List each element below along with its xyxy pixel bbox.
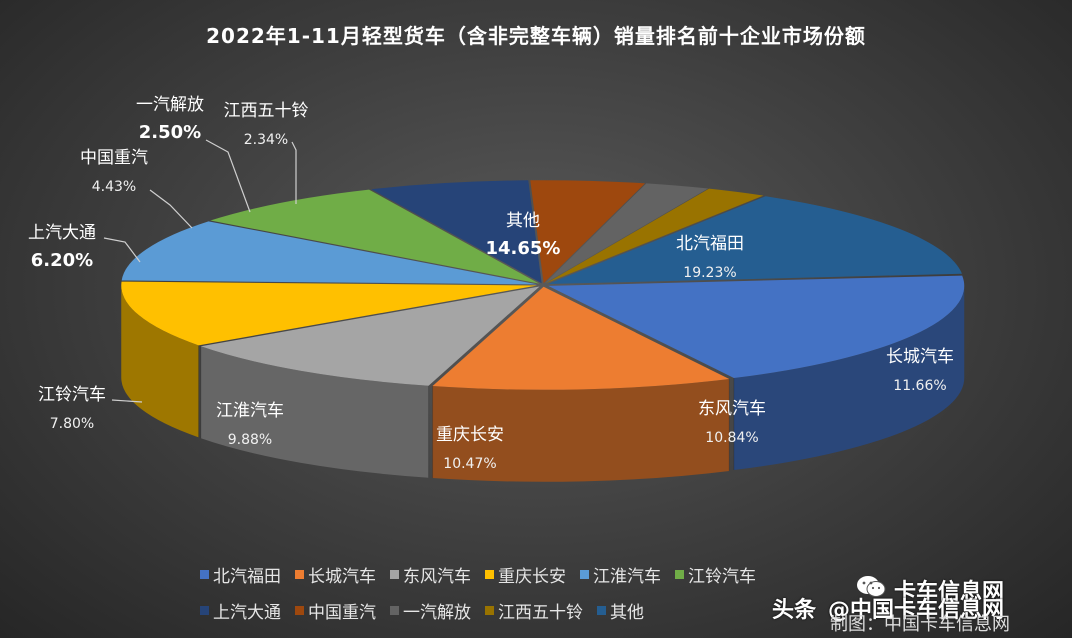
legend-swatch: [390, 605, 399, 615]
watermark-platform: 头条: [772, 598, 817, 623]
leader-line-上汽大通: [103, 237, 141, 263]
legend-item-江西五十铃: 江西五十铃: [485, 598, 583, 623]
legend-row-2: 上汽大通 中国重汽 一汽解放 江西五十铃 其他: [200, 592, 900, 628]
legend-swatch: [675, 569, 684, 579]
legend-row-1: 北汽福田 长城汽车 东风汽车 重庆长安 江淮汽车 江铃汽车: [200, 556, 900, 592]
pie-slice-江西五十铃: [545, 188, 764, 284]
slice-value-江西五十铃: 2.34%: [244, 132, 288, 148]
legend-label: 一汽解放: [403, 602, 471, 623]
legend-item-一汽解放: 一汽解放: [390, 598, 471, 623]
slice-value-江铃汽车: 7.80%: [50, 416, 94, 432]
slice-value-上汽大通: 6.20%: [31, 250, 93, 271]
legend-swatch: [200, 605, 209, 615]
slice-value-长城汽车: 11.66%: [893, 378, 946, 394]
slice-label-其他: 其他: [506, 211, 540, 231]
slice-label-重庆长安: 重庆长安: [436, 425, 504, 445]
slice-value-一汽解放: 2.50%: [139, 122, 201, 143]
chart-title: 2022年1-11月轻型货车（含非完整车辆）销量排名前十企业市场份额: [206, 24, 866, 48]
legend-item-长城汽车: 长城汽车: [295, 562, 376, 587]
pie-slice-长城汽车: [432, 286, 730, 390]
pie-tops: [121, 180, 965, 390]
legend-item-重庆长安: 重庆长安: [485, 562, 566, 587]
legend-item-江铃汽车: 江铃汽车: [675, 562, 756, 587]
slice-value-江淮汽车: 9.88%: [228, 432, 272, 448]
slice-value-东风汽车: 10.84%: [705, 430, 758, 446]
legend-item-其他: 其他: [597, 598, 644, 623]
slice-label-上汽大通: 上汽大通: [28, 223, 96, 243]
legend-swatch: [295, 605, 304, 615]
legend-item-东风汽车: 东风汽车: [390, 562, 471, 587]
watermark-handle: @中国卡车信息网: [828, 598, 1005, 623]
legend-item-中国重汽: 中国重汽: [295, 598, 376, 623]
slice-value-中国重汽: 4.43%: [92, 179, 136, 195]
pie-side-长城汽车: [432, 378, 730, 482]
legend-label: 长城汽车: [308, 566, 376, 587]
pie-labels: 北汽福田 19.23% 长城汽车 11.66% 东风汽车 10.84% 重庆长安 10.47%…: [28, 95, 954, 472]
pie-side-东风汽车: [200, 346, 429, 478]
legend-label: 江淮汽车: [593, 566, 661, 587]
slice-label-长城汽车: 长城汽车: [886, 347, 954, 367]
legend-swatch: [485, 569, 494, 579]
slice-value-北汽福田: 19.23%: [683, 265, 736, 281]
pie-slice-东风汽车: [200, 286, 540, 386]
leader-line-中国重汽: [149, 189, 193, 229]
legend-label: 中国重汽: [308, 602, 376, 623]
leader-line-一汽解放: [205, 139, 251, 213]
slice-label-江西五十铃: 江西五十铃: [224, 101, 309, 121]
legend-swatch: [295, 569, 304, 579]
pie-slice-江淮汽车: [121, 221, 538, 285]
slice-label-中国重汽: 中国重汽: [80, 148, 148, 168]
legend-label: 其他: [610, 602, 644, 623]
slice-label-一汽解放: 一汽解放: [136, 95, 204, 115]
pie-slice-重庆长安: [121, 281, 538, 346]
leader-line-江铃汽车: [111, 399, 143, 403]
legend-label: 北汽福田: [213, 566, 281, 587]
pie-slice-一汽解放: [544, 183, 709, 284]
pie-slice-其他: [548, 196, 963, 285]
slice-label-江铃汽车: 江铃汽车: [38, 385, 106, 405]
pie-side-重庆长安: [121, 285, 199, 438]
legend-swatch: [597, 605, 606, 615]
pie-slice-中国重汽: [530, 180, 646, 284]
legend-label: 江铃汽车: [688, 566, 756, 587]
slice-label-江淮汽车: 江淮汽车: [216, 401, 284, 421]
legend-label: 重庆长安: [498, 566, 566, 587]
legend-swatch: [200, 569, 209, 579]
pie-slice-江铃汽车: [210, 189, 540, 284]
pie-slice-北汽福田: [548, 275, 965, 379]
slice-value-重庆长安: 10.47%: [443, 456, 496, 472]
legend-label: 上汽大通: [213, 602, 281, 623]
legend-item-江淮汽车: 江淮汽车: [580, 562, 661, 587]
wechat-icon: [857, 576, 886, 597]
pie-sides: [121, 285, 965, 482]
legend: 北汽福田 长城汽车 东风汽车 重庆长安 江淮汽车 江铃汽车 上汽大通 中国重汽 一汽解放 江西五…: [200, 556, 900, 628]
slice-label-北汽福田: 北汽福田: [676, 234, 744, 254]
watermark-brand: 卡车信息网: [894, 580, 1005, 605]
legend-swatch: [485, 605, 494, 615]
watermark-credit: 制图：中国卡车信息网: [830, 614, 1010, 635]
slice-label-东风汽车: 东风汽车: [698, 399, 766, 419]
legend-label: 江西五十铃: [498, 602, 583, 623]
legend-swatch: [390, 569, 399, 579]
legend-swatch: [580, 569, 589, 579]
leader-line-江西五十铃: [291, 141, 297, 204]
legend-label: 东风汽车: [403, 566, 471, 587]
pie-side-北汽福田: [733, 285, 965, 471]
legend-item-上汽大通: 上汽大通: [200, 598, 281, 623]
legend-item-北汽福田: 北汽福田: [200, 562, 281, 587]
pie-slice-上汽大通: [371, 180, 542, 284]
slice-value-其他: 14.65%: [486, 238, 561, 259]
